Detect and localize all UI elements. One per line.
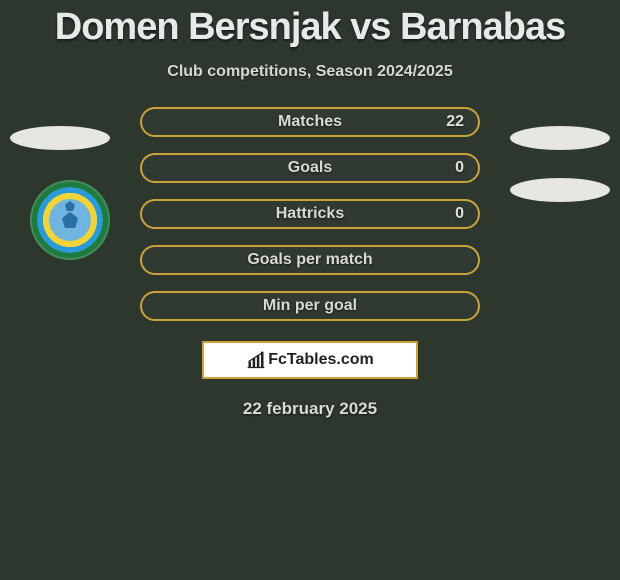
brand-badge[interactable]: FcTables.com — [202, 341, 418, 379]
soccer-ball-icon — [49, 199, 91, 241]
stat-row: Goals per match — [140, 245, 480, 275]
page-title: Domen Bersnjak vs Barnabas — [0, 0, 620, 49]
stat-row: Min per goal — [140, 291, 480, 321]
player-right-avatar — [510, 126, 610, 150]
stat-value-right: 0 — [455, 159, 464, 177]
stat-label: Hattricks — [276, 205, 344, 223]
stat-value-right: 22 — [446, 113, 464, 131]
subtitle: Club competitions, Season 2024/2025 — [0, 63, 620, 81]
player-left-club-badge — [30, 180, 110, 260]
barchart-icon — [246, 350, 266, 370]
stat-row: Hattricks 0 — [140, 199, 480, 229]
stat-label: Min per goal — [263, 297, 357, 315]
stat-label: Goals per match — [247, 251, 372, 269]
stat-row: Goals 0 — [140, 153, 480, 183]
stats-list: Matches 22 Goals 0 Hattricks 0 Goals per… — [140, 107, 480, 321]
player-left-avatar — [10, 126, 110, 150]
brand-text: FcTables.com — [268, 351, 374, 369]
date-label: 22 february 2025 — [0, 399, 620, 419]
stat-row: Matches 22 — [140, 107, 480, 137]
stat-value-right: 0 — [455, 205, 464, 223]
stat-label: Goals — [288, 159, 332, 177]
player-right-club-avatar — [510, 178, 610, 202]
stat-label: Matches — [278, 113, 342, 131]
